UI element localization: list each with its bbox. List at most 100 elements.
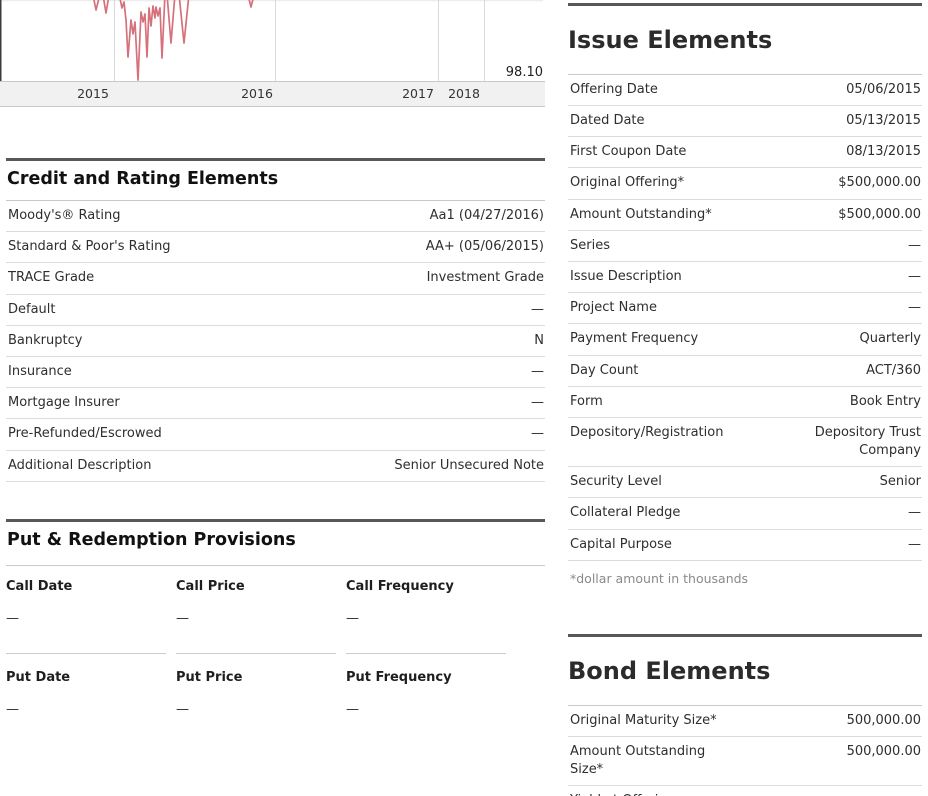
credit-rating-table: Moody's® Rating Aa1 (04/27/2016) Standard … (6, 200, 545, 482)
table-row: Amount Outstanding Size* 500,000.00 (568, 737, 922, 787)
row-label: First Coupon Date (570, 144, 687, 160)
row-label: Security Level (570, 474, 662, 490)
x-axis-tick-label: 2018 (448, 86, 480, 101)
row-value: ACT/360 (866, 362, 921, 378)
row-label: Collateral Pledge (570, 505, 681, 521)
row-label: Original Maturity Size* (570, 712, 717, 728)
table-row: Security Level Senior (568, 467, 922, 499)
table-row: Original Maturity Size* 500,000.00 (568, 706, 922, 737)
row-value: — (531, 301, 544, 317)
row-value: 500,000.00 (846, 743, 921, 759)
table-row: Capital Purpose — (568, 530, 922, 561)
price-chart-svg: 2015 2016 2017 2018 98.10 (0, 0, 545, 107)
table-row: Standard & Poor's Rating AA+ (05/06/2015) (6, 232, 545, 264)
provision-value: — (6, 610, 19, 626)
row-value: Senior (879, 474, 921, 490)
row-label: Dated Date (570, 113, 645, 128)
row-value: $500,000.00 (838, 175, 921, 191)
row-label: Project Name (570, 300, 657, 316)
table-row: Project Name — (568, 293, 922, 325)
row-value: N (534, 332, 544, 348)
row-label: Bankruptcy (8, 332, 83, 348)
table-row: Original Offering* $500,000.00 (568, 168, 922, 200)
provision-label: Put Date (6, 669, 71, 685)
section-divider (568, 633, 922, 637)
table-row: Moody's® Rating Aa1 (04/27/2016) (6, 201, 545, 233)
row-value: 08/13/2015 (846, 144, 921, 160)
table-row: Yield at Offering — (568, 786, 922, 796)
provision-value: — (346, 610, 359, 626)
credit-rating-section: Credit and Rating Elements Moody's® Rati… (6, 158, 545, 482)
row-label: Depository/Registration (570, 424, 724, 440)
row-label: TRACE Grade (8, 270, 95, 286)
row-label: Original Offering* (570, 175, 685, 191)
row-label: Default (8, 301, 56, 317)
issue-elements-table: Offering Date 05/06/2015 Dated Date 05/13/2… (568, 73, 922, 561)
row-label: Standard & Poor's Rating (8, 239, 171, 255)
issue-section-title: Issue Elements (568, 25, 773, 54)
table-row: Day Count ACT/360 (568, 356, 922, 387)
table-row: Offering Date 05/06/2015 (568, 75, 922, 106)
row-label: Capital Purpose (570, 536, 672, 552)
table-row: Mortgage Insurer — (6, 388, 545, 420)
row-label: Payment Frequency (570, 331, 699, 347)
bond-elements-section: Bond Elements Original Maturity Size* 500… (568, 633, 922, 796)
row-label: Insurance (8, 363, 72, 379)
row-value: — (908, 536, 921, 552)
row-label: Pre-Refunded/Escrowed (8, 426, 162, 442)
row-value: Depository Trust Company (814, 424, 921, 459)
row-value: — (908, 300, 921, 316)
table-row: Payment Frequency Quarterly (568, 324, 922, 356)
row-value: $500,000.00 (838, 206, 921, 222)
table-row: Pre-Refunded/Escrowed — (6, 419, 545, 451)
row-label: Yield at Offering (570, 792, 685, 796)
provision-value: — (346, 701, 359, 717)
put-section-title: Put & Redemption Provisions (7, 529, 296, 550)
provision-label: Call Price (176, 578, 245, 594)
left-column: 2015 2016 2017 2018 98.10 Credit and Rating … (0, 0, 545, 717)
row-label: Moody's® Rating (8, 208, 121, 223)
row-value: Investment Grade (426, 270, 544, 286)
section-divider (6, 158, 545, 161)
table-row: Series — (568, 231, 922, 262)
table-row: Insurance — (6, 357, 545, 389)
row-value: AA+ (05/06/2015) (425, 239, 544, 255)
row-value: — (531, 363, 544, 379)
row-value: — (908, 792, 921, 796)
row-label: Mortgage Insurer (8, 395, 120, 411)
provision-label: Call Frequency (346, 578, 454, 594)
bond-section-title: Bond Elements (568, 656, 771, 685)
row-value: — (908, 505, 921, 521)
right-column: Issue Elements Offering Date 05/06/2015 Da… (568, 0, 922, 796)
provision-value: — (6, 701, 19, 717)
row-value: — (908, 268, 921, 284)
row-label: Amount Outstanding Size* (570, 743, 706, 777)
provision-label: Call Date (6, 578, 73, 594)
header-rule (6, 564, 545, 566)
row-label: Offering Date (570, 81, 658, 97)
row-label: Form (570, 393, 603, 409)
row-label: Day Count (570, 362, 639, 378)
x-axis-tick-label: 2017 (402, 86, 434, 101)
price-history-chart: 2015 2016 2017 2018 98.10 (0, 0, 545, 107)
section-divider (568, 3, 922, 6)
table-row: Amount Outstanding* $500,000.00 (568, 200, 922, 231)
row-value: Senior Unsecured Note (394, 457, 544, 473)
provision-cell: Call Price — (176, 579, 336, 654)
row-value: Quarterly (859, 331, 921, 347)
provision-label: Put Frequency (346, 669, 452, 685)
table-row: Bankruptcy N (6, 326, 545, 357)
row-value: — (531, 426, 544, 442)
issue-elements-section: Issue Elements Offering Date 05/06/2015 Da… (568, 3, 922, 586)
credit-section-title: Credit and Rating Elements (7, 169, 279, 189)
table-row: Depository/Registration Depository Trust … (568, 418, 922, 468)
x-axis-tick-label: 2015 (77, 86, 109, 101)
row-value: 05/06/2015 (846, 81, 921, 97)
provision-cell: Call Date — (6, 579, 166, 654)
table-row: Issue Description — (568, 262, 922, 294)
provision-cell: Put Price — (176, 670, 336, 717)
provision-label: Put Price (176, 669, 243, 685)
row-label: Additional Description (8, 457, 152, 473)
provision-value: — (176, 701, 189, 717)
